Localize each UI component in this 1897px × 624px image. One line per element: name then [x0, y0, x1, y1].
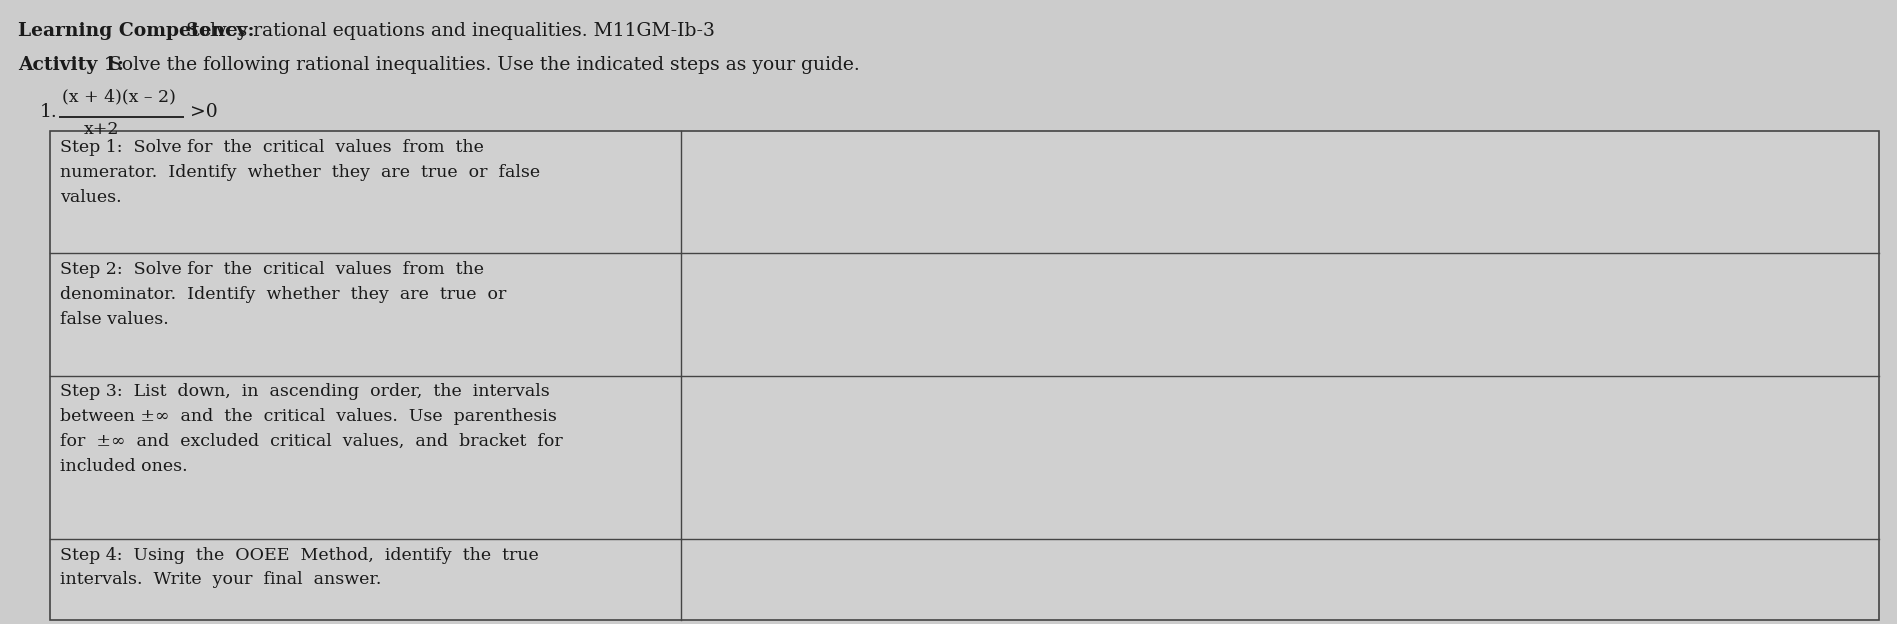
Text: Learning Competency:: Learning Competency: — [17, 22, 254, 40]
Text: Step 3:  List  down,  in  ascending  order,  the  intervals
between ±∞  and  the: Step 3: List down, in ascending order, t… — [61, 384, 563, 475]
Text: Step 4:  Using  the  OOEE  Method,  identify  the  true
intervals.  Write  your : Step 4: Using the OOEE Method, identify … — [61, 547, 539, 588]
Text: Solves rational equations and inequalities. M11GM-Ib-3: Solves rational equations and inequaliti… — [180, 22, 715, 40]
Text: Solve the following rational inequalities. Use the indicated steps as your guide: Solve the following rational inequalitie… — [102, 57, 859, 74]
Text: >0: >0 — [190, 103, 218, 121]
Text: Step 2:  Solve for  the  critical  values  from  the
denominator.  Identify  whe: Step 2: Solve for the critical values fr… — [61, 261, 506, 328]
Text: x+2: x+2 — [83, 121, 120, 138]
Text: (x + 4)(x – 2): (x + 4)(x – 2) — [63, 89, 176, 105]
Text: 1.: 1. — [40, 103, 57, 121]
Text: Step 1:  Solve for  the  critical  values  from  the
numerator.  Identify  wheth: Step 1: Solve for the critical values fr… — [61, 139, 541, 205]
Bar — [49, 131, 1880, 620]
Text: Activity 1:: Activity 1: — [17, 57, 123, 74]
